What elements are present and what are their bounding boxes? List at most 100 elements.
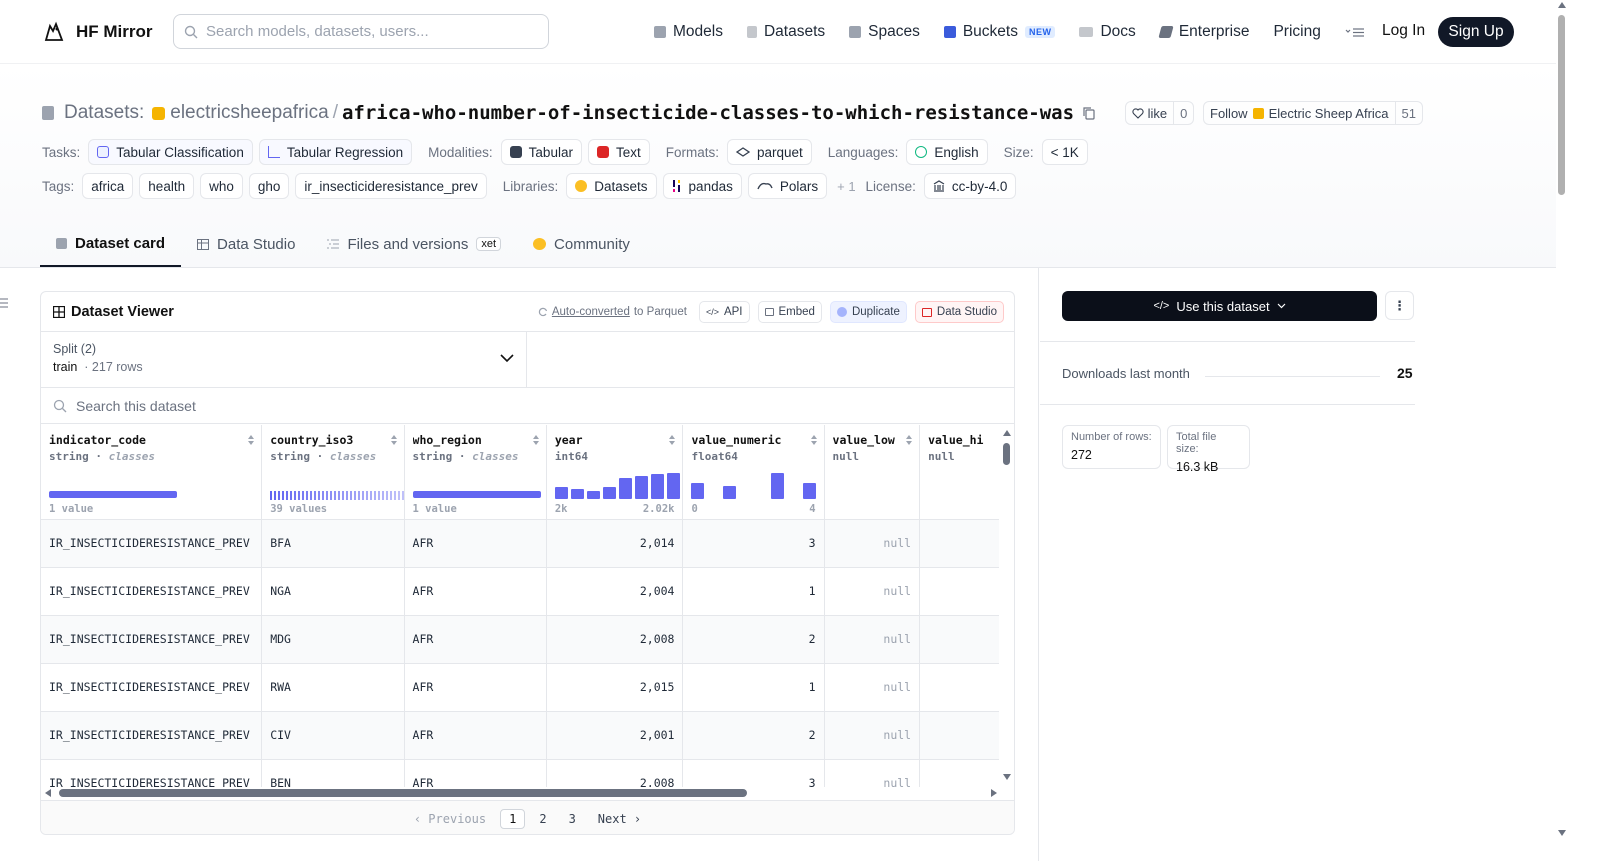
table-row[interactable]: IR_INSECTICIDERESISTANCE_PREV BEN AFR 2,008… xyxy=(41,759,999,787)
sort-icon[interactable] xyxy=(810,434,818,446)
histogram-bar[interactable] xyxy=(554,487,568,499)
table-vertical-scrollbar[interactable] xyxy=(1002,430,1012,780)
page-button-2[interactable]: 2 xyxy=(539,811,547,826)
task-chip-tabular-classification[interactable]: Tabular Classification xyxy=(88,139,253,165)
nav-docs[interactable]: Docs xyxy=(1079,23,1136,41)
histogram-bar[interactable] xyxy=(803,483,817,499)
library-chip-pandas[interactable]: pandas xyxy=(662,173,742,199)
page-scroll-thumb[interactable] xyxy=(1558,15,1565,195)
more-menu-button[interactable] xyxy=(1345,26,1365,38)
nav-datasets[interactable]: Datasets xyxy=(746,23,825,41)
column-header-value-low[interactable]: value_low null xyxy=(824,425,921,520)
column-header-year[interactable]: year int64 2k 2.02k xyxy=(546,425,684,520)
tab-files-versions[interactable]: Files and versions xet xyxy=(311,221,517,267)
histogram-bar[interactable] xyxy=(723,486,737,499)
column-header-value-high[interactable]: value_hi null xyxy=(919,425,999,520)
histogram-bar[interactable] xyxy=(691,483,705,499)
global-search-input[interactable] xyxy=(206,23,526,40)
table-cell: AFR xyxy=(404,567,547,616)
nav-buckets[interactable]: Buckets NEW xyxy=(943,23,1056,41)
sort-icon[interactable] xyxy=(905,434,913,446)
table-row[interactable]: IR_INSECTICIDERESISTANCE_PREV MDG AFR 2,008… xyxy=(41,615,999,664)
sort-icon[interactable] xyxy=(247,434,255,446)
histogram-bar[interactable] xyxy=(650,474,664,499)
task-chip-tabular-regression[interactable]: Tabular Regression xyxy=(258,139,413,165)
table-row[interactable]: IR_INSECTICIDERESISTANCE_PREV BFA AFR 2,014… xyxy=(41,519,999,568)
nav-pricing[interactable]: Pricing xyxy=(1273,23,1320,41)
nav-enterprise[interactable]: Enterprise xyxy=(1158,23,1249,41)
scroll-up-arrow[interactable] xyxy=(1003,430,1011,436)
auto-converted-link[interactable]: Auto-converted xyxy=(551,306,630,318)
tag-chip[interactable]: who xyxy=(200,173,243,199)
scroll-right-arrow[interactable] xyxy=(991,789,997,797)
column-header-country-iso3[interactable]: country_iso3 string · classes 39 values xyxy=(261,425,425,520)
org-link[interactable]: electricsheepafrica xyxy=(170,102,329,123)
global-search[interactable] xyxy=(173,14,549,49)
tab-community[interactable]: Community xyxy=(517,221,646,267)
dataset-search[interactable] xyxy=(41,388,1014,424)
libraries-more[interactable]: + 1 xyxy=(837,178,856,194)
copy-icon[interactable] xyxy=(1082,106,1096,120)
tag-chip[interactable]: ir_insecticideresistance_prev xyxy=(295,173,487,199)
api-button[interactable]: </> API xyxy=(698,301,750,323)
page-scroll-up[interactable] xyxy=(1558,2,1566,8)
page-button-3[interactable]: 3 xyxy=(568,811,576,826)
scroll-thumb[interactable] xyxy=(59,789,747,797)
tab-data-studio[interactable]: Data Studio xyxy=(181,221,311,267)
histogram-bar[interactable] xyxy=(602,487,616,499)
histogram-bar[interactable] xyxy=(570,489,584,499)
login-link[interactable]: Log In xyxy=(1382,22,1426,39)
split-selector[interactable]: Split (2) train · 217 rows xyxy=(41,332,527,388)
histogram-bar[interactable] xyxy=(666,473,680,499)
tab-dataset-card[interactable]: Dataset card xyxy=(40,221,182,267)
histogram-bar[interactable] xyxy=(618,478,632,499)
signup-button[interactable]: Sign Up xyxy=(1438,17,1514,47)
language-chip-english[interactable]: English xyxy=(906,139,988,165)
histogram-bar[interactable] xyxy=(771,473,785,499)
table-row[interactable]: IR_INSECTICIDERESISTANCE_PREV RWA AFR 2,015… xyxy=(41,663,999,712)
brand-logo[interactable]: HF Mirror xyxy=(42,20,153,44)
previous-page-button[interactable]: ‹ Previous xyxy=(413,811,487,826)
column-header-value-numeric[interactable]: value_numeric float64 0 4 xyxy=(682,425,849,520)
table-horizontal-scrollbar[interactable] xyxy=(45,788,997,798)
column-header-indicator-code[interactable]: indicator_code string · classes 1 value xyxy=(41,425,263,520)
org-avatar xyxy=(152,106,166,120)
histogram-bar[interactable] xyxy=(586,491,600,499)
sort-icon[interactable] xyxy=(390,434,398,446)
histogram-bar[interactable] xyxy=(634,476,648,499)
embed-button[interactable]: Embed xyxy=(757,301,822,323)
page-button-1[interactable]: 1 xyxy=(500,808,526,829)
table-row[interactable]: IR_INSECTICIDERESISTANCE_PREV CIV AFR 2,001… xyxy=(41,711,999,760)
sort-icon[interactable] xyxy=(668,434,676,446)
modality-chip-tabular[interactable]: Tabular xyxy=(500,139,582,165)
follow-button[interactable]: Follow Electric Sheep Africa 51 xyxy=(1203,101,1423,125)
sidebar-toggle-icon[interactable] xyxy=(0,298,8,308)
dataset-name[interactable]: africa-who-number-of-insecticide-classes… xyxy=(341,102,1075,124)
nav-spaces[interactable]: Spaces xyxy=(849,23,920,41)
tag-chip[interactable]: health xyxy=(139,173,195,199)
more-options-button[interactable]: ⋮ xyxy=(1385,291,1414,320)
size-chip[interactable]: < 1K xyxy=(1041,139,1088,165)
like-button[interactable]: like 0 xyxy=(1125,101,1195,125)
nav-models[interactable]: Models xyxy=(654,23,723,41)
table-row[interactable]: IR_INSECTICIDERESISTANCE_PREV NGA AFR 2,004… xyxy=(41,567,999,616)
next-page-button[interactable]: Next › xyxy=(597,811,642,826)
page-scroll-down[interactable] xyxy=(1558,830,1566,836)
scroll-left-arrow[interactable] xyxy=(45,789,51,797)
column-header-who-region[interactable]: who_region string · classes 1 value xyxy=(404,425,547,520)
scroll-down-arrow[interactable] xyxy=(1003,774,1011,780)
library-chip-datasets[interactable]: Datasets xyxy=(566,173,657,199)
duplicate-button[interactable]: Duplicate xyxy=(829,301,907,323)
dataset-search-input[interactable] xyxy=(76,397,676,414)
use-dataset-button[interactable]: </> Use this dataset xyxy=(1062,291,1377,321)
data-studio-button[interactable]: Data Studio xyxy=(914,301,1004,323)
page-scrollbar[interactable] xyxy=(1556,0,1568,861)
format-chip-parquet[interactable]: parquet xyxy=(726,139,812,165)
modality-chip-text[interactable]: Text xyxy=(587,139,650,165)
tag-chip[interactable]: gho xyxy=(248,173,290,199)
scroll-thumb[interactable] xyxy=(1003,443,1010,465)
sort-icon[interactable] xyxy=(532,434,540,446)
license-chip[interactable]: cc-by-4.0 xyxy=(923,173,1017,199)
tag-chip[interactable]: africa xyxy=(82,173,134,199)
library-chip-polars[interactable]: Polars xyxy=(747,173,828,199)
